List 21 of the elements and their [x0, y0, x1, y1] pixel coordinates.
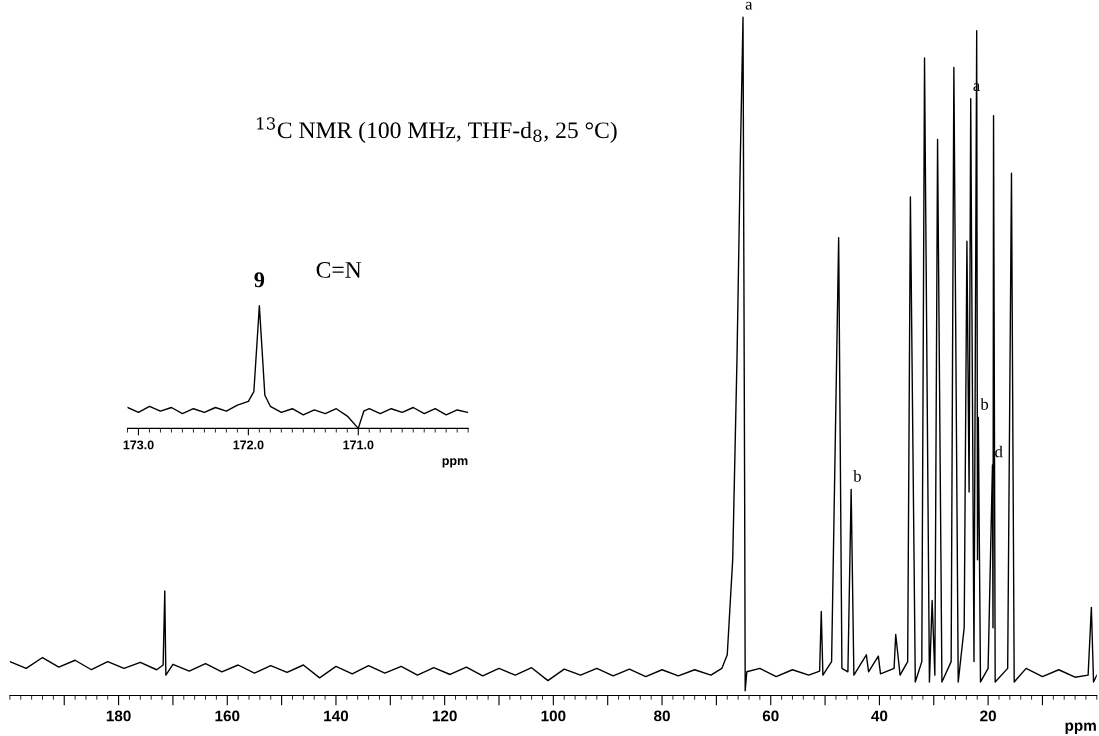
x-tick-label: 180 [106, 710, 131, 722]
x-axis-title: ppm [442, 458, 468, 468]
annotation: C=N [316, 261, 362, 278]
text: $^{13}$C NMR (100 MHz, THF-d$_{8}$, 25 °C) [257, 117, 617, 144]
annotation: b [980, 398, 989, 410]
x-tick-label: 140 [324, 710, 349, 722]
x-tick-label: 160 [215, 710, 240, 722]
x-tick-label: 171.0 [343, 440, 374, 450]
annotation: d [995, 445, 1003, 458]
x-tick-label: 172.0 [233, 440, 264, 450]
x-tick-label: 120 [432, 710, 457, 722]
annotation: 9 [254, 272, 265, 288]
x-tick-label: 40 [871, 710, 888, 722]
x-tick-label: 60 [762, 710, 779, 722]
annotation: b [853, 470, 861, 482]
x-tick-label: 80 [654, 710, 670, 722]
x-tick-label: 173.0 [123, 440, 154, 450]
x-tick-label: 20 [980, 710, 996, 722]
x-axis-title: ppm [1065, 722, 1096, 734]
x-tick-label: 100 [541, 710, 566, 722]
annotation: a [745, 1, 753, 10]
